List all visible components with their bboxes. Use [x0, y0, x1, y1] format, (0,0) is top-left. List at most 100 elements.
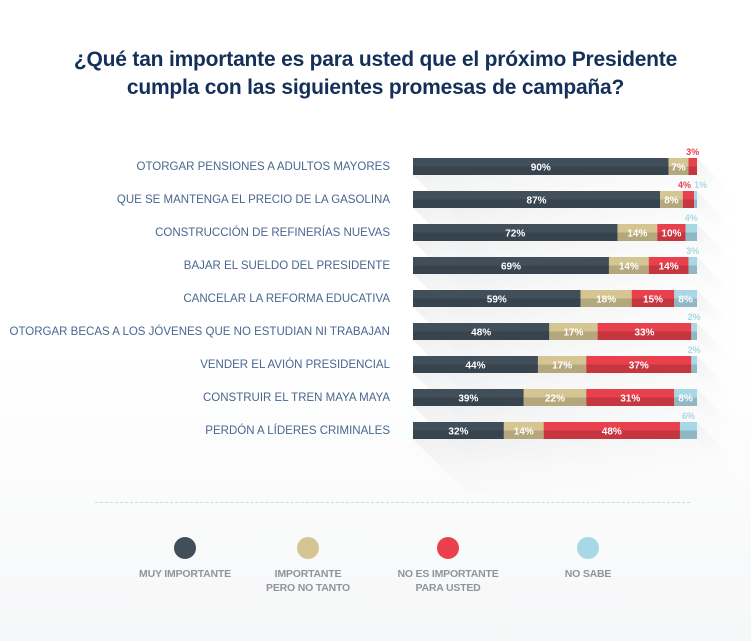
category-label: OTORGAR PENSIONES A ADULTOS MAYORES — [137, 161, 391, 173]
data-label: 8% — [664, 196, 679, 207]
bar-segment — [413, 389, 524, 406]
legend-label: MUY IMPORTANTE — [139, 568, 231, 580]
category-label: CANCELAR LA REFORMA EDUCATIVA — [183, 293, 390, 305]
category-label: PERDÓN A LÍDERES CRIMINALES — [205, 424, 390, 437]
data-label: 32% — [448, 427, 468, 438]
bar-segment — [597, 323, 692, 340]
category-label: BAJAR EL SUELDO DEL PRESIDENTE — [184, 260, 391, 272]
bar-shadow — [697, 191, 737, 248]
legend-item-importante-pero-no-tanto: IMPORTANTE PERO NO TANTO — [238, 537, 378, 595]
data-label: 7% — [671, 163, 686, 174]
bar-segment — [617, 224, 658, 241]
legend-dot-icon — [174, 537, 196, 559]
data-label: 48% — [471, 328, 491, 339]
legend-item-muy-importante: MUY IMPORTANTE — [115, 537, 255, 581]
category-label: VENDER EL AVIÓN PRESIDENCIAL — [200, 358, 390, 371]
bar-segment — [523, 389, 587, 406]
chart-title-line-2: cumpla con las siguientes promesas de ca… — [126, 76, 625, 99]
data-label: 14% — [514, 427, 534, 438]
bar-segment — [413, 356, 538, 373]
data-label-outside: 2% — [688, 345, 701, 355]
data-label: 37% — [629, 361, 649, 372]
bar-segment — [631, 290, 675, 307]
data-label: 39% — [458, 394, 478, 405]
data-label: 44% — [465, 361, 485, 372]
data-label: 15% — [643, 295, 663, 306]
category-label: CONSTRUIR EL TREN MAYA MAYA — [203, 392, 390, 404]
category-labels: OTORGAR PENSIONES A ADULTOS MAYORES QUE S… — [10, 161, 391, 437]
legend-item-no-es-importante: NO ES IMPORTANTE PARA USTED — [378, 537, 518, 595]
bar-segment — [549, 323, 598, 340]
bar-segment — [688, 257, 697, 274]
bar-segment — [586, 389, 675, 406]
category-label: CONSTRUCCIÓN DE REFINERÍAS NUEVAS — [155, 226, 390, 239]
data-label: 14% — [619, 262, 639, 273]
bar-segment — [694, 191, 697, 208]
bar-segment — [657, 224, 686, 241]
bar-segment — [674, 290, 697, 307]
bars: 90% 7%3%87% 8%4% 1%72% 14% 10%4%69% 14% 14%3%59… — [413, 147, 707, 439]
bar-segment — [537, 356, 587, 373]
bar-shadows — [413, 158, 751, 494]
bar-segment — [413, 158, 669, 175]
bar-segment — [682, 191, 695, 208]
data-label: 90% — [531, 163, 551, 174]
legend-dot-icon — [297, 537, 319, 559]
data-label: 48% — [602, 427, 622, 438]
legend-label: IMPORTANTE PERO NO TANTO — [266, 568, 350, 594]
chart-title: ¿Qué tan importante es para usted que el… — [0, 46, 751, 102]
data-label: 10% — [661, 229, 681, 240]
bar-segment — [413, 224, 618, 241]
bar-segment — [586, 356, 692, 373]
data-label: 8% — [678, 295, 693, 306]
data-label-outside: 4% — [685, 213, 698, 223]
bar-shadow — [697, 158, 737, 215]
bar-segment — [580, 290, 632, 307]
bar-segment — [688, 158, 697, 175]
bar-segment — [413, 290, 581, 307]
divider — [95, 502, 690, 503]
bar-segment — [608, 257, 649, 274]
data-label: 14% — [627, 229, 647, 240]
data-label-outside: 2% — [688, 312, 701, 322]
data-label: 87% — [527, 196, 547, 207]
category-label: QUE SE MANTENGA EL PRECIO DE LA GASOLINA — [117, 194, 390, 206]
bar-shadow — [697, 356, 737, 413]
data-label: 33% — [634, 328, 654, 339]
bar-shadow — [697, 224, 737, 281]
bar-shadow — [413, 439, 751, 494]
data-label-outside: 6% — [682, 411, 695, 421]
bar-segment — [679, 422, 697, 439]
bar-segment — [691, 323, 697, 340]
data-label-outside: 3% — [686, 246, 699, 256]
bar-segment — [413, 422, 504, 439]
bar-shadow — [697, 257, 737, 314]
bar-segment — [674, 389, 697, 406]
bar-segment — [413, 257, 609, 274]
bar-segment — [503, 422, 544, 439]
data-label: 69% — [501, 262, 521, 273]
bar-segment — [660, 191, 683, 208]
category-label: OTORGAR BECAS A LOS JÓVENES QUE NO ESTUD… — [10, 325, 390, 338]
data-label: 17% — [563, 328, 583, 339]
bar-segment — [413, 191, 661, 208]
chart-title-line-1: ¿Qué tan importante es para usted que el… — [73, 48, 678, 71]
data-label: 8% — [678, 394, 693, 405]
bar-segment — [685, 224, 697, 241]
bar-segment — [691, 356, 697, 373]
legend: MUY IMPORTANTE IMPORTANTE PERO NO TANTO … — [0, 537, 751, 607]
legend-label: NO SABE — [564, 568, 612, 580]
data-label-outside: 4% — [678, 180, 691, 190]
bar-segment — [413, 323, 550, 340]
legend-dot-icon — [437, 537, 459, 559]
bar-segment — [543, 422, 680, 439]
data-label: 18% — [596, 295, 616, 306]
data-label: 31% — [620, 394, 640, 405]
data-label-outside: 3% — [686, 147, 699, 157]
bar-shadow — [697, 422, 737, 479]
bar-shadow — [697, 389, 737, 446]
legend-dot-icon — [577, 537, 599, 559]
data-label: 14% — [659, 262, 679, 273]
legend-item-no-sabe: NO SABE — [518, 537, 658, 581]
data-label: 22% — [545, 394, 565, 405]
